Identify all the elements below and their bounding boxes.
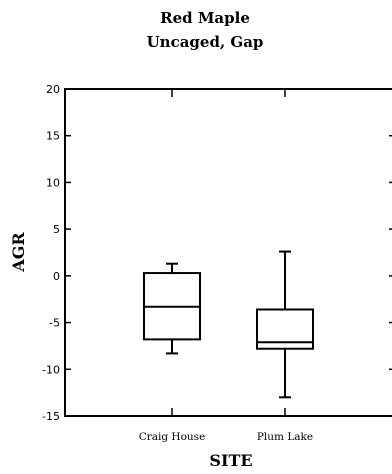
y-tick-label: -10 bbox=[42, 363, 60, 376]
x-tick-label: Craig House bbox=[139, 431, 206, 443]
x-tick-label: Plum Lake bbox=[257, 431, 313, 443]
chart-title: Red Maple bbox=[160, 9, 250, 27]
y-tick-label: -5 bbox=[49, 317, 60, 330]
y-tick-label: 20 bbox=[46, 83, 60, 96]
y-tick-label: 0 bbox=[53, 270, 60, 283]
box-group bbox=[256, 250, 314, 399]
y-tick-label: 15 bbox=[46, 130, 60, 143]
y-tick-label: 5 bbox=[53, 223, 60, 236]
plot-frame bbox=[64, 88, 392, 417]
y-tick-label: -15 bbox=[42, 410, 60, 423]
y-tick-label: 10 bbox=[46, 176, 60, 189]
x-axis-label: SITE bbox=[209, 451, 252, 470]
chart-subtitle: Uncaged, Gap bbox=[146, 33, 264, 51]
box-group bbox=[143, 262, 201, 355]
y-axis-label: AGR bbox=[9, 232, 28, 273]
